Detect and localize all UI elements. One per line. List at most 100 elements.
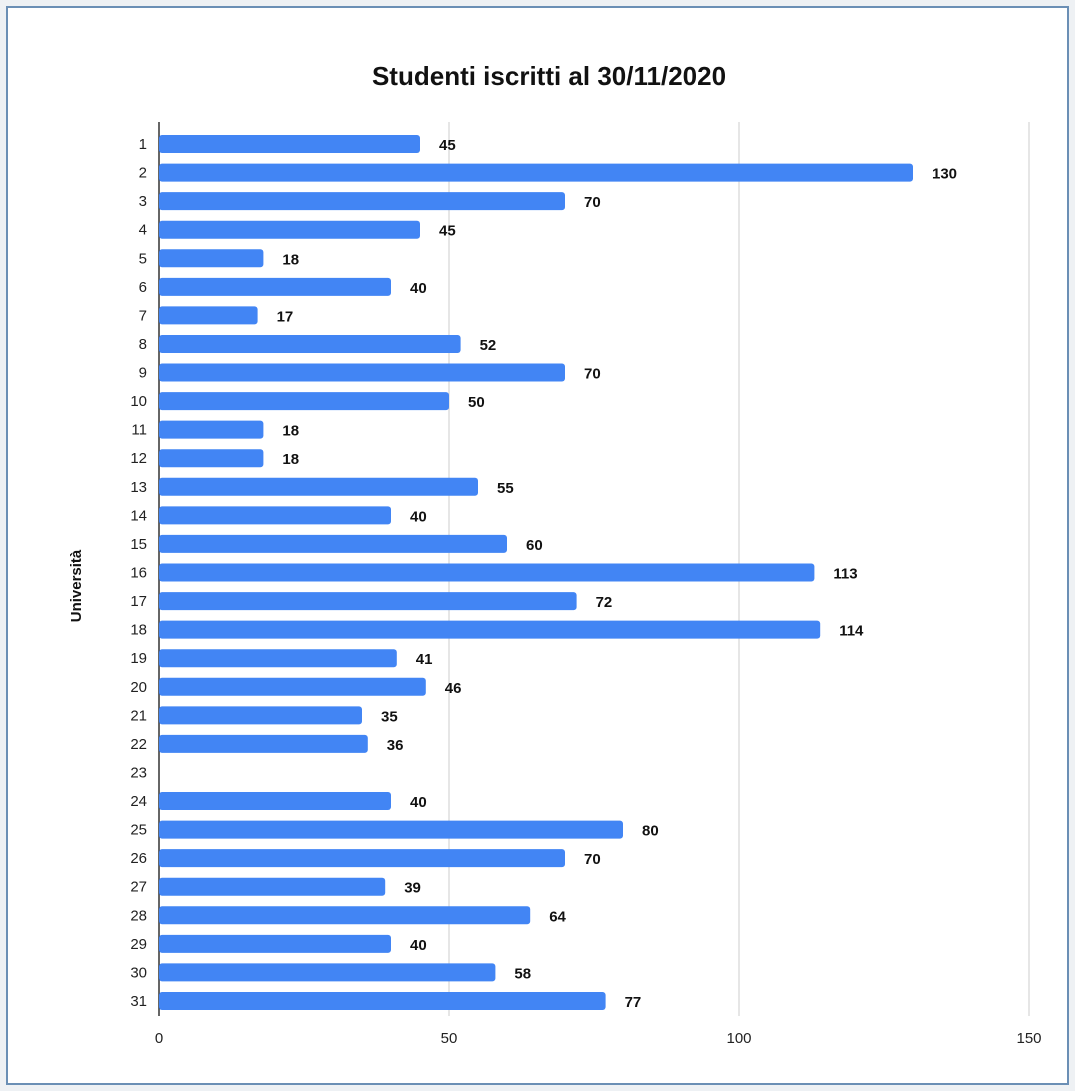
bar (159, 277, 391, 296)
y-tick-label: 30 (130, 964, 147, 981)
y-tick-label: 2 (139, 165, 147, 182)
x-tick-labels: 0 50 100 150 (155, 1030, 1042, 1047)
y-tick-label: 18 (130, 622, 147, 639)
y-tick-label: 29 (130, 936, 147, 953)
bar (159, 534, 507, 553)
bars (159, 135, 913, 1010)
y-tick-label: 20 (130, 679, 147, 696)
y-tick-label: 11 (131, 422, 147, 439)
data-label: 70 (584, 366, 601, 383)
data-label: 35 (381, 708, 398, 725)
bar (159, 706, 362, 725)
data-label: 40 (410, 280, 427, 297)
y-axis-label: Università (68, 549, 85, 622)
data-label: 77 (625, 994, 642, 1011)
data-label: 64 (549, 908, 566, 925)
data-label: 41 (416, 651, 433, 668)
bar (159, 877, 386, 896)
x-tick-label: 150 (1016, 1030, 1041, 1047)
y-tick-label: 7 (139, 307, 147, 324)
bar (159, 477, 478, 496)
x-tick-label: 100 (726, 1030, 751, 1047)
data-label: 39 (404, 880, 421, 897)
data-labels: 45 130 70 45 18 40 17 52 70 50 18 18 55 40 60 113 72 114 4… (277, 137, 957, 1011)
data-label: 58 (514, 965, 531, 982)
y-tick-label: 4 (139, 222, 147, 239)
y-tick-label: 22 (130, 736, 147, 753)
y-tick-label: 27 (130, 879, 147, 896)
bar (159, 649, 397, 668)
bar (159, 449, 264, 468)
bar (159, 392, 449, 411)
data-label: 80 (642, 823, 659, 840)
data-label: 45 (439, 137, 456, 154)
bar (159, 620, 821, 639)
data-label: 72 (596, 594, 613, 611)
bar (159, 849, 565, 868)
y-tick-label: 21 (130, 707, 147, 724)
bar (159, 734, 368, 753)
bar (159, 135, 420, 153)
data-label: 70 (584, 851, 601, 868)
bar (159, 592, 577, 611)
bar (159, 163, 913, 182)
data-label: 40 (410, 794, 427, 811)
bar (159, 934, 391, 953)
y-tick-label: 25 (130, 822, 147, 839)
data-label: 52 (480, 337, 497, 354)
bar (159, 820, 623, 839)
y-tick-label: 13 (130, 479, 147, 496)
y-tick-label: 9 (139, 365, 147, 382)
y-tick-label: 14 (130, 507, 147, 524)
y-tick-label: 23 (130, 764, 147, 781)
data-label: 60 (526, 537, 543, 554)
data-label: 40 (410, 937, 427, 954)
bar (159, 792, 391, 811)
data-label: 36 (387, 737, 404, 754)
y-tick-label: 5 (139, 250, 147, 267)
bar (159, 334, 461, 353)
y-tick-label: 19 (130, 650, 147, 667)
bar (159, 249, 264, 268)
bar (159, 363, 565, 382)
y-tick-label: 17 (130, 593, 147, 610)
data-label: 17 (277, 308, 294, 325)
data-label: 18 (282, 423, 299, 440)
data-label: 113 (833, 566, 857, 583)
bar (159, 963, 496, 982)
data-label: 50 (468, 394, 485, 411)
y-tick-label: 24 (130, 793, 147, 810)
y-tick-label: 31 (130, 993, 147, 1010)
x-tick-label: 0 (155, 1030, 163, 1047)
bar (159, 420, 264, 439)
y-tick-label: 15 (130, 536, 147, 553)
y-tick-label: 12 (130, 450, 147, 467)
data-label: 114 (839, 623, 864, 640)
x-tick-label: 50 (441, 1030, 458, 1047)
y-tick-label: 10 (130, 393, 147, 410)
y-tick-label: 6 (139, 279, 147, 296)
bar (159, 192, 565, 211)
data-label: 130 (932, 166, 957, 183)
data-label: 18 (282, 451, 299, 468)
y-tick-labels: 1234567891011121314151617181920212223242… (130, 136, 147, 1010)
y-tick-label: 16 (130, 565, 147, 582)
bar (159, 677, 426, 696)
bar (159, 992, 606, 1010)
data-label: 55 (497, 480, 514, 497)
y-tick-label: 8 (139, 336, 147, 353)
chart-title: Studenti iscritti al 30/11/2020 (372, 61, 726, 91)
y-tick-label: 26 (130, 850, 147, 867)
bar (159, 563, 815, 582)
data-label: 70 (584, 194, 601, 211)
data-label: 18 (282, 251, 299, 268)
y-tick-label: 1 (139, 136, 147, 153)
data-label: 45 (439, 223, 456, 240)
bar (159, 306, 258, 325)
data-label: 40 (410, 508, 427, 525)
bar (159, 906, 531, 925)
bar (159, 220, 420, 239)
bar (159, 506, 391, 525)
y-tick-label: 28 (130, 907, 147, 924)
